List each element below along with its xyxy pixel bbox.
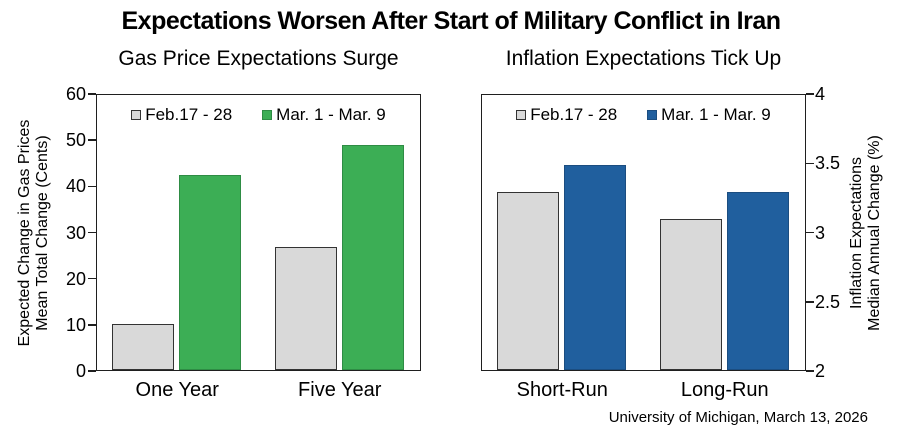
- y-axis-tick-label: 30: [65, 222, 86, 243]
- bar-one-year-mar-1-mar-9: [179, 175, 242, 370]
- y-axis-tick-label: 20: [65, 268, 86, 289]
- bar-short-run-mar-1-mar-9: [564, 164, 627, 370]
- chart-inflation-expectations: Inflation Expectations Tick Up Feb.17 - …: [481, 0, 883, 442]
- y-axis-title-line: Mean Total Change (Cents): [34, 134, 51, 331]
- bar-five-year-mar-1-mar-9: [341, 145, 404, 370]
- figure-title: Expectations Worsen After Start of Milit…: [121, 7, 782, 35]
- y-axis-tick-label: 2.5: [815, 291, 841, 312]
- legend-swatch-icon: [131, 110, 142, 120]
- legend-swatch-icon: [647, 110, 658, 120]
- plot-area: Feb.17 - 28 Mar. 1 - Mar. 9: [481, 94, 806, 371]
- legend-label: Feb.17 - 28: [145, 105, 233, 124]
- plot-area: Feb.17 - 28 Mar. 1 - Mar. 9: [96, 94, 421, 371]
- y-axis-tick: [88, 277, 96, 280]
- y-axis-tick-label: 40: [65, 176, 86, 197]
- y-axis-tick: [806, 162, 814, 164]
- chart-subtitle: Inflation Expectations Tick Up: [505, 47, 782, 70]
- bar-one-year-feb-17-28: [112, 324, 175, 370]
- y-axis-tick-label: 50: [65, 130, 86, 151]
- y-axis-tick-label: 2: [815, 361, 826, 381]
- y-axis-tick: [88, 324, 96, 326]
- y-axis-tick: [806, 301, 814, 303]
- chart-subtitle: Gas Price Expectations Surge: [118, 47, 399, 70]
- y-axis-tick: [88, 185, 96, 188]
- y-axis-tick: [88, 370, 96, 372]
- x-category-label: One Year: [135, 379, 219, 401]
- y-axis-tick: [88, 139, 96, 141]
- y-axis-title-line: Inflation Expectations: [848, 156, 865, 309]
- y-axis-tick: [806, 93, 814, 95]
- y-axis-tick-label: 0: [75, 361, 86, 381]
- y-axis-tick-label: 3: [815, 222, 826, 243]
- legend-label: Feb.17 - 28: [530, 105, 618, 124]
- legend-item: Feb.17 - 28: [516, 105, 617, 125]
- legend: Feb.17 - 28 Mar. 1 - Mar. 9: [482, 105, 805, 125]
- legend-item: Mar. 1 - Mar. 9: [647, 105, 771, 125]
- bar-short-run-feb-17-28: [497, 191, 560, 370]
- legend-label: Mar. 1 - Mar. 9: [661, 105, 771, 124]
- y-axis-tick-label: 60: [65, 84, 86, 104]
- legend: Feb.17 - 28 Mar. 1 - Mar. 9: [97, 105, 420, 125]
- bar-five-year-feb-17-28: [274, 246, 337, 370]
- legend-label: Mar. 1 - Mar. 9: [276, 105, 386, 124]
- bar-long-run-feb-17-28: [659, 219, 722, 370]
- y-axis-tick: [88, 93, 96, 95]
- y-axis-tick-label: 3.5: [815, 153, 841, 174]
- x-category-label: Five Year: [298, 379, 382, 401]
- y-axis-title: Inflation Expectations Median Annual Chan…: [848, 135, 884, 331]
- y-axis-tick: [806, 231, 814, 234]
- legend-swatch-icon: [516, 110, 527, 120]
- legend-swatch-icon: [262, 110, 273, 120]
- bar-long-run-mar-1-mar-9: [726, 191, 789, 370]
- y-axis-tick: [806, 370, 814, 372]
- y-axis-title-line: Median Annual Change (%): [866, 134, 883, 331]
- source-note: University of Michigan, March 13, 2026: [608, 409, 868, 426]
- y-axis-title: Expected Change in Gas Prices Mean Total …: [16, 119, 52, 346]
- chart-gas-price-expectations: Gas Price Expectations Surge Feb.17 - 28…: [16, 0, 421, 442]
- legend-item: Mar. 1 - Mar. 9: [262, 105, 386, 125]
- legend-item: Feb.17 - 28: [131, 105, 232, 125]
- x-category-label: Short-Run: [516, 379, 608, 401]
- y-axis-tick-label: 10: [65, 314, 86, 335]
- y-axis-title-line: Expected Change in Gas Prices: [16, 119, 33, 346]
- y-axis-tick: [88, 231, 96, 234]
- x-category-label: Long-Run: [680, 379, 769, 401]
- y-axis-tick-label: 4: [815, 84, 826, 104]
